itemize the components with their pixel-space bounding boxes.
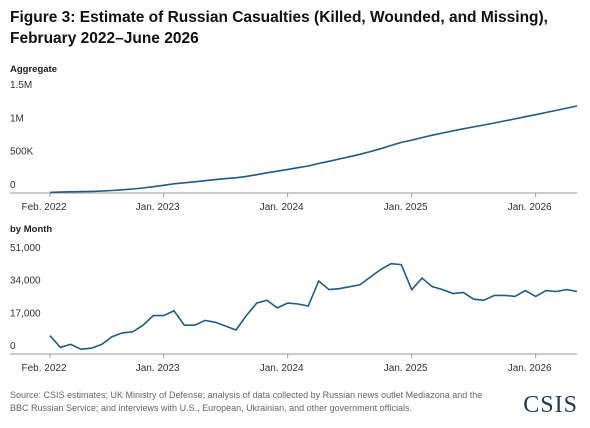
y-tick-label: 1.5M bbox=[10, 80, 32, 91]
x-tick-label: Jan. 2026 bbox=[508, 202, 552, 213]
chart-title: Figure 3: Estimate of Russian Casualties… bbox=[10, 9, 548, 26]
source-note: Source: CSIS estimates; UK Ministry of D… bbox=[10, 390, 482, 400]
y-tick-label: 0 bbox=[10, 180, 16, 191]
x-tick-label: Jan. 2024 bbox=[260, 202, 304, 213]
source-note: BBC Russian Service; and interviews with… bbox=[10, 403, 412, 413]
x-tick-label: Feb. 2022 bbox=[21, 363, 66, 374]
x-tick-label: Jan. 2024 bbox=[260, 363, 304, 374]
panel-label: by Month bbox=[10, 224, 52, 235]
data-line bbox=[49, 262, 578, 351]
y-tick-label: 0 bbox=[10, 341, 16, 352]
x-tick-label: Feb. 2022 bbox=[21, 202, 66, 213]
x-tick-label: Jan. 2023 bbox=[136, 202, 180, 213]
x-tick-label: Jan. 2025 bbox=[384, 202, 428, 213]
logo: CSIS bbox=[523, 392, 578, 418]
x-tick-label: Jan. 2026 bbox=[508, 363, 552, 374]
data-line bbox=[49, 105, 578, 194]
y-tick-label: 17,000 bbox=[10, 308, 41, 319]
panel-label: Aggregate bbox=[10, 64, 57, 75]
x-tick-label: Jan. 2023 bbox=[136, 363, 180, 374]
chart-title: February 2022–June 2026 bbox=[10, 30, 199, 47]
y-tick-label: 51,000 bbox=[10, 243, 41, 254]
y-tick-label: 500K bbox=[10, 147, 34, 158]
y-tick-label: 1M bbox=[10, 113, 24, 124]
x-tick-label: Jan. 2025 bbox=[384, 363, 428, 374]
y-tick-label: 34,000 bbox=[10, 276, 41, 287]
